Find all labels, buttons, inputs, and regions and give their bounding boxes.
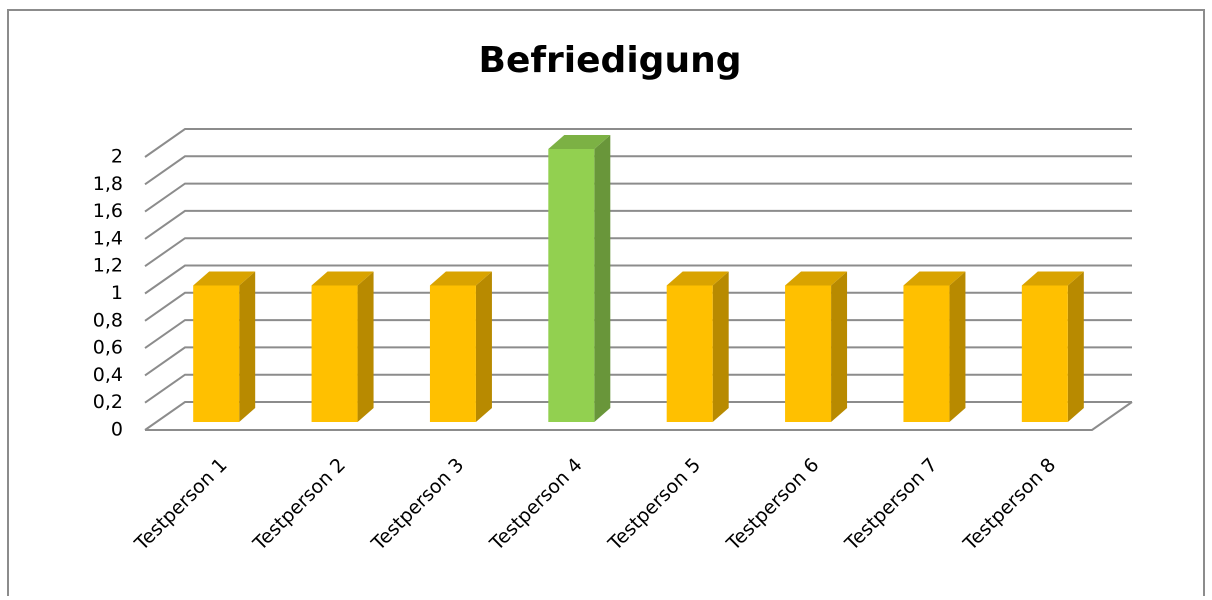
grid-line [144, 128, 1132, 158]
y-tick-label: 1,6 [93, 200, 123, 222]
y-tick-label: 1,2 [93, 255, 123, 277]
bar-side [594, 135, 611, 422]
bar-side [239, 271, 256, 422]
chart-title: Befriedigung [479, 40, 742, 81]
y-tick-label: 1,8 [93, 173, 123, 195]
bar-side [475, 271, 492, 422]
bar-top [785, 271, 848, 286]
grid-line [144, 155, 1132, 186]
bar-side [712, 271, 729, 422]
y-tick-label: 2 [111, 146, 123, 168]
y-tick-label: 0,2 [93, 391, 123, 413]
bar [666, 285, 713, 422]
grid-line [144, 209, 1132, 240]
bar-top [1021, 271, 1084, 286]
bar [193, 285, 240, 422]
bar-top [193, 271, 256, 286]
bar-top [548, 135, 611, 149]
grid-line [144, 237, 1132, 268]
bar-top [903, 271, 966, 286]
y-tick-label: 0,4 [93, 364, 123, 386]
y-tick-label: 0,8 [93, 309, 123, 331]
bar-side [357, 271, 374, 422]
bar [429, 285, 476, 422]
bar-top [666, 271, 729, 286]
bar [311, 285, 358, 422]
grid-line [144, 264, 1132, 295]
bar-side [1067, 271, 1084, 422]
bar [903, 285, 950, 422]
bar-top [311, 271, 374, 286]
bar [785, 285, 832, 422]
bar-top [429, 271, 492, 286]
y-tick-label: 1,4 [93, 227, 123, 249]
bar-side [949, 271, 966, 422]
bar [1021, 285, 1068, 422]
y-tick-label: 0,6 [93, 337, 123, 359]
floor [145, 401, 1133, 431]
bar [548, 149, 595, 422]
bar-side [831, 271, 848, 422]
y-tick-label: 1 [111, 282, 123, 304]
grid-line [144, 182, 1132, 213]
y-tick-label: 0 [111, 419, 123, 441]
